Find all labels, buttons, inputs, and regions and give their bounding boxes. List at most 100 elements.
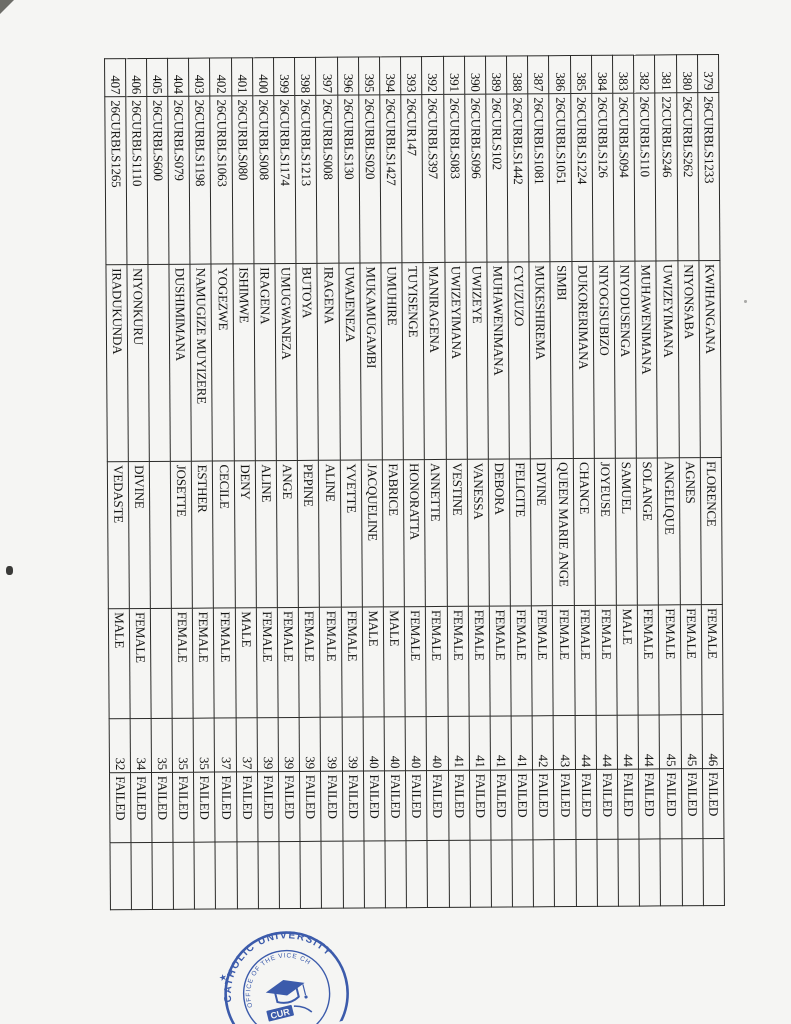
cell-status: FAILED [151,772,174,843]
cell-blank [257,841,280,909]
cell-blank [215,841,238,910]
cell-last_name: UWIZEYE [465,262,489,460]
cell-status: FAILED [278,771,301,842]
cell-marks: 44 [617,715,639,770]
cell-blank [151,842,174,910]
cell-last_name: MANIRAGENA [423,262,446,460]
cell-last_name: SIMBI [550,261,574,459]
cell-no: 405 [146,58,168,97]
cell-last_name: UWAJENEZA [338,263,362,461]
cell-first_name: YVETTE [339,460,363,608]
cell-status: FAILED [469,770,491,841]
cell-first_name: ANGE [276,460,299,608]
cell-no: 380 [676,54,698,93]
cell-blank [512,839,534,907]
cell-last_name: UWIZEYIMANA [444,262,468,460]
cell-marks: 32 [108,718,131,773]
cell-status: FAILED [426,770,449,841]
cell-no: 397 [315,57,338,96]
cell-blank [575,839,598,907]
cell-no: 406 [125,58,147,97]
cell-marks: 34 [129,718,152,773]
cell-last_name: MUHAWENIMANA [486,261,510,460]
cell-no: 391 [443,56,465,95]
cell-gender: FEMALE [701,604,724,715]
cell-last_name: YOGEZWE [211,263,235,462]
cell-code: 26CURBLS1213 [295,95,318,264]
cell-last_name: UMUGWANEZA [275,263,298,461]
cell-first_name: AGNES [678,457,702,605]
cell-marks: 41 [468,716,491,771]
cell-last_name: DUKORERIMANA [571,261,595,459]
cell-last_name: NIYODUSENGA [614,261,637,459]
cell-code: 26CURBLS1081 [528,93,551,262]
cell-no: 384 [591,55,613,94]
results-table: 379 26CURBLS1233 KWIHANGANA FLORENCE FEMALE 4… [104,54,725,910]
cell-no: 381 [654,54,677,93]
cell-last_name: BUTOYA [296,263,319,461]
cell-gender: FEMALE [319,607,342,718]
university-stamp: CATHOLIC UNIVERSITY OFFICE OF THE VICE C… [197,907,369,1024]
cell-marks: 40 [405,716,427,771]
cell-blank [533,839,555,907]
cell-first_name: DIVINE [530,458,553,606]
cell-code: 26CUR147 [400,94,424,263]
cell-last_name: IRAGENA [317,263,340,461]
cell-status: FAILED [638,768,661,840]
cell-status: FAILED [490,769,513,841]
cell-marks: 46 [701,714,724,769]
cell-blank [342,840,365,909]
cell-status: FAILED [617,769,640,840]
cell-blank [448,840,471,908]
cell-marks: 40 [362,716,385,772]
cell-code: 26CURBLS1063 [210,95,233,265]
cell-first_name: VESTINE [445,459,469,607]
cell-first_name: ANGELIQUE [657,457,680,605]
cell-status: FAILED [130,772,152,843]
cell-code: 26CURBLS1224 [570,93,593,262]
cell-last_name: IRAGENA [253,263,277,461]
cell-code: 26CURBLS096 [464,94,487,263]
cell-blank [279,841,301,909]
cell-code: 26CURBLS008 [316,95,339,264]
cell-gender: FEMALE [468,606,491,717]
cell-marks: 42 [532,715,554,770]
cell-no: 387 [527,55,550,94]
cell-first_name: JOYEUSE [594,458,617,606]
cell-gender: FEMALE [446,606,469,717]
cell-first_name: DIVINE [128,461,151,609]
cell-gender: FEMALE [277,607,300,718]
cell-no: 388 [506,55,529,94]
cell-last_name: UMUHIRE [380,262,404,460]
cell-blank [130,842,153,910]
cell-blank [618,839,640,907]
cell-status: FAILED [405,770,428,841]
cell-gender: FEMALE [489,605,512,717]
cell-gender: FEMALE [658,604,681,715]
cell-no: 400 [252,57,274,96]
cell-no: 392 [421,56,444,95]
cell-first_name [149,461,172,609]
cell-first_name: SAMUEL [615,458,638,606]
cell-marks: 44 [574,715,597,770]
cell-status: FAILED [320,771,343,842]
cell-first_name: ESTHER [191,461,214,609]
cell-status: FAILED [384,770,407,841]
cell-status: FAILED [532,769,555,840]
cell-first_name: ALINE [255,460,278,608]
cell-first_name: ALINE [318,460,341,608]
cell-status: FAILED [596,769,619,840]
cell-last_name: UWIZEYIMANA [656,260,679,458]
cell-status: FAILED [448,770,470,841]
cell-first_name: PEPINE [297,460,320,608]
cell-first_name: VANESSA [467,459,490,607]
cell-last_name: NAMUGIZE MUYIZERE [190,264,213,462]
cell-code: 26CURBLS1427 [379,94,403,263]
cell-first_name: HONORATTA [403,459,426,607]
cell-last_name: TUYISENGE [402,262,425,460]
stamp-outer-ring [224,931,349,1024]
cell-last_name: IRADUKUNDA [105,264,129,462]
cell-no: 385 [570,55,592,94]
cell-blank [490,839,513,908]
cell-marks: 37 [235,717,258,772]
